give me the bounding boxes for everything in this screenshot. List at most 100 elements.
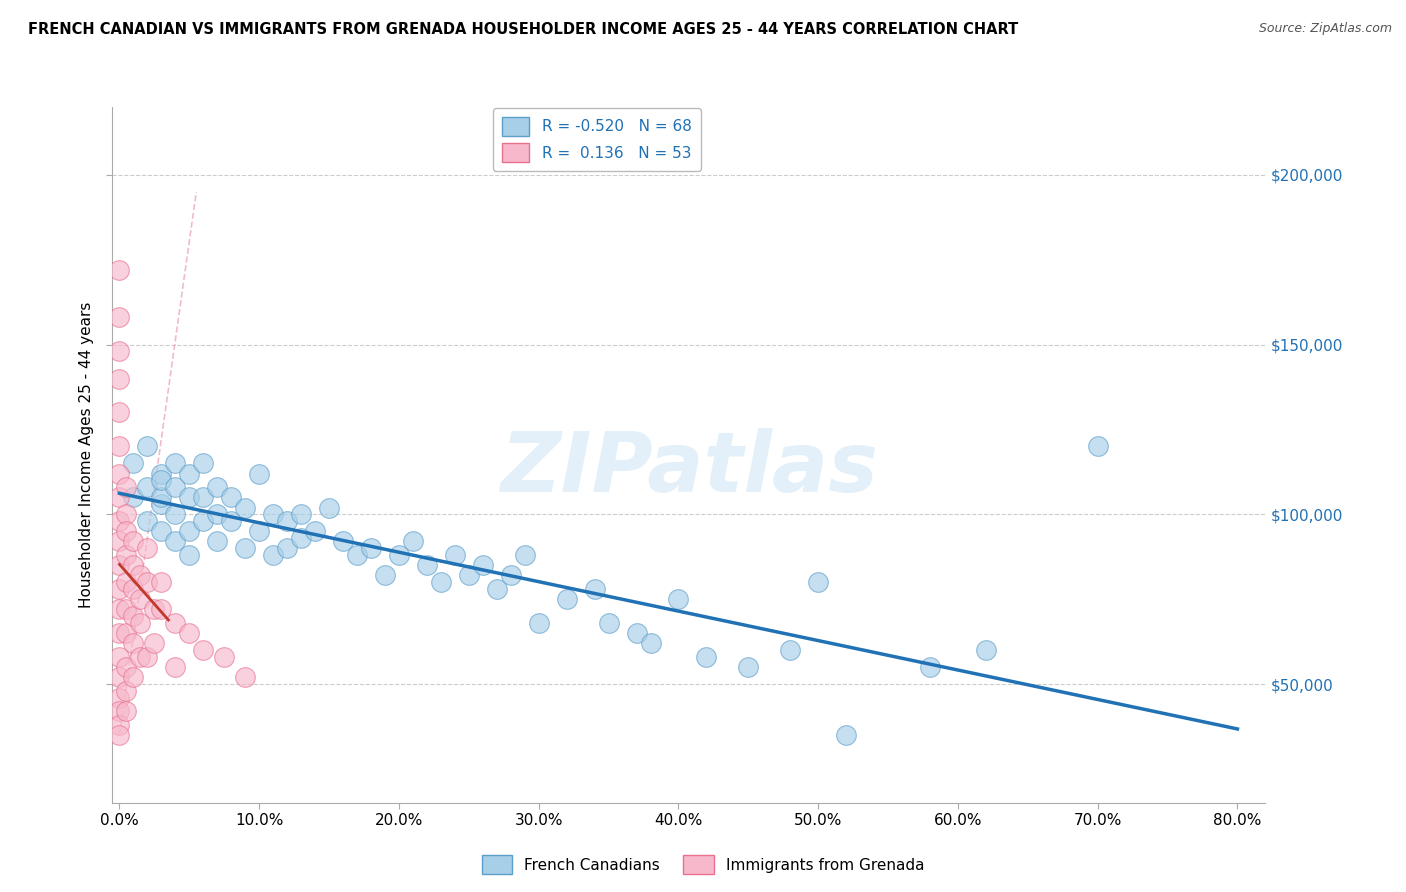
Point — [136, 439, 159, 453]
Text: ZIPatlas: ZIPatlas — [501, 428, 877, 509]
Point — [360, 541, 382, 556]
Point — [129, 649, 152, 664]
Point — [136, 541, 159, 556]
Text: Source: ZipAtlas.com: Source: ZipAtlas.com — [1258, 22, 1392, 36]
Point — [108, 728, 131, 742]
Y-axis label: Householder Income Ages 25 - 44 years: Householder Income Ages 25 - 44 years — [79, 301, 94, 608]
Point — [444, 548, 467, 562]
Legend: R = -0.520   N = 68, R =  0.136   N = 53: R = -0.520 N = 68, R = 0.136 N = 53 — [492, 108, 700, 171]
Point — [115, 704, 138, 718]
Point — [262, 548, 284, 562]
Point — [108, 310, 131, 325]
Point — [807, 575, 830, 590]
Point — [290, 508, 312, 522]
Point — [129, 568, 152, 582]
Point — [247, 467, 270, 481]
Point — [165, 534, 187, 549]
Point — [583, 582, 606, 596]
Point — [695, 649, 717, 664]
Point — [430, 575, 453, 590]
Point — [136, 514, 159, 528]
Point — [115, 660, 138, 674]
Point — [737, 660, 759, 674]
Point — [150, 602, 173, 616]
Point — [835, 728, 858, 742]
Point — [108, 690, 131, 705]
Text: FRENCH CANADIAN VS IMMIGRANTS FROM GRENADA HOUSEHOLDER INCOME AGES 25 - 44 YEARS: FRENCH CANADIAN VS IMMIGRANTS FROM GRENA… — [28, 22, 1018, 37]
Point — [129, 615, 152, 630]
Point — [165, 457, 187, 471]
Point — [219, 514, 242, 528]
Point — [513, 548, 536, 562]
Point — [262, 508, 284, 522]
Point — [108, 534, 131, 549]
Point — [108, 670, 131, 684]
Point — [108, 514, 131, 528]
Point — [207, 508, 229, 522]
Point — [108, 582, 131, 596]
Point — [193, 457, 215, 471]
Point — [877, 813, 900, 827]
Point — [918, 660, 941, 674]
Point — [108, 649, 131, 664]
Point — [219, 491, 242, 505]
Point — [150, 497, 173, 511]
Point — [150, 491, 173, 505]
Point — [150, 474, 173, 488]
Point — [122, 534, 145, 549]
Point — [108, 405, 131, 419]
Point — [108, 491, 131, 505]
Point — [108, 439, 131, 453]
Point — [485, 582, 508, 596]
Point — [165, 508, 187, 522]
Point — [214, 649, 236, 664]
Point — [304, 524, 326, 539]
Point — [388, 548, 411, 562]
Point — [779, 643, 801, 657]
Point — [122, 636, 145, 650]
Point — [136, 649, 159, 664]
Point — [122, 609, 145, 624]
Point — [122, 457, 145, 471]
Point — [974, 643, 997, 657]
Point — [115, 683, 138, 698]
Point — [165, 480, 187, 494]
Point — [108, 626, 131, 640]
Point — [668, 592, 690, 607]
Point — [471, 558, 494, 573]
Point — [1087, 439, 1109, 453]
Point — [115, 480, 138, 494]
Point — [626, 626, 648, 640]
Point — [122, 558, 145, 573]
Point — [115, 548, 138, 562]
Point — [499, 568, 522, 582]
Point — [108, 371, 131, 385]
Point — [115, 508, 138, 522]
Point — [150, 524, 173, 539]
Point — [108, 344, 131, 359]
Point — [136, 575, 159, 590]
Point — [247, 524, 270, 539]
Point — [150, 575, 173, 590]
Point — [233, 670, 256, 684]
Point — [115, 524, 138, 539]
Point — [276, 514, 298, 528]
Point — [115, 626, 138, 640]
Point — [108, 467, 131, 481]
Point — [555, 592, 578, 607]
Point — [332, 534, 354, 549]
Point — [150, 467, 173, 481]
Point — [143, 602, 166, 616]
Point — [108, 717, 131, 731]
Point — [640, 636, 662, 650]
Point — [233, 541, 256, 556]
Point — [193, 643, 215, 657]
Point — [108, 602, 131, 616]
Point — [108, 558, 131, 573]
Point — [318, 500, 340, 515]
Point — [193, 491, 215, 505]
Point — [143, 636, 166, 650]
Point — [136, 480, 159, 494]
Point — [108, 704, 131, 718]
Point — [179, 626, 201, 640]
